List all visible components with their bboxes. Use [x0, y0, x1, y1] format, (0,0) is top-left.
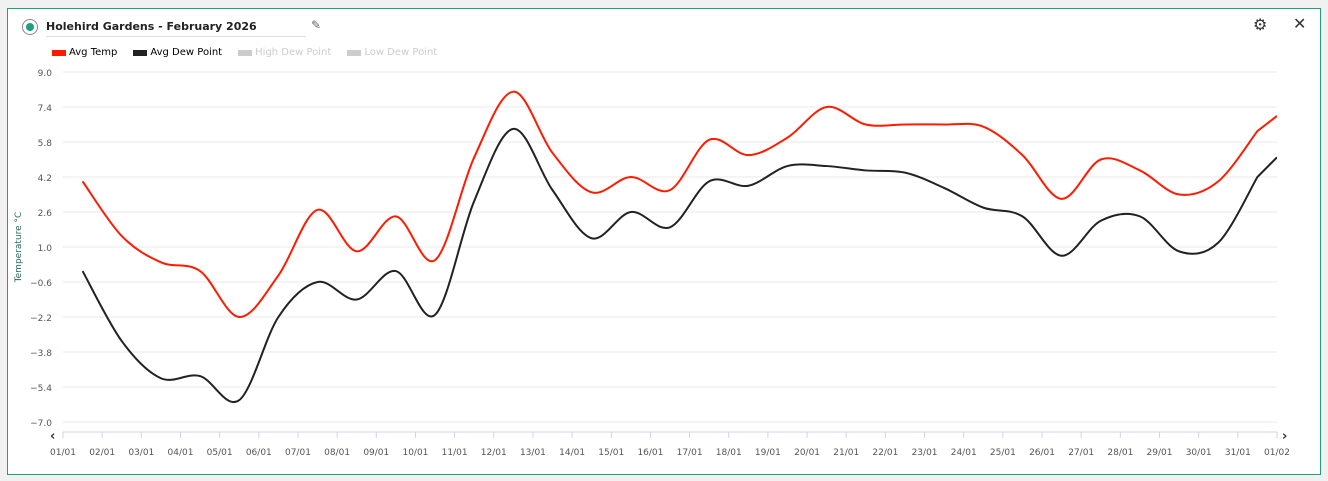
chart-title[interactable]: Holehird Gardens - February 2026 [46, 20, 306, 37]
x-tick-label: 28/01 [1107, 448, 1133, 458]
y-tick-label: −3.8 [30, 349, 52, 359]
legend-low-dew-point[interactable]: Low Dew Point [347, 47, 437, 58]
series-line-avg-temp [81, 90, 1277, 319]
x-tick-label: 26/01 [1029, 448, 1055, 458]
gear-icon[interactable]: ⚙ [1253, 15, 1268, 34]
scroll-right-icon[interactable]: › [1282, 429, 1287, 444]
series-line-avg-dew-point [81, 127, 1277, 404]
y-axis-label: Temperature °C [14, 212, 24, 284]
x-tick-label: 16/01 [637, 448, 663, 458]
station-radio[interactable] [22, 19, 38, 35]
x-tick-label: 08/01 [324, 448, 350, 458]
x-tick-label: 01/02 [1264, 448, 1290, 458]
y-tick-label: 7.4 [38, 104, 53, 114]
y-tick-label: 4.2 [38, 174, 52, 184]
x-tick-label: 06/01 [246, 448, 272, 458]
legend: Avg Temp Avg Dew Point High Dew Point Lo… [52, 47, 437, 58]
x-tick-label: 17/01 [677, 448, 703, 458]
x-tick-label: 09/01 [363, 448, 389, 458]
x-tick-label: 05/01 [207, 448, 233, 458]
legend-high-dew-point[interactable]: High Dew Point [238, 47, 331, 58]
x-tick-label: 20/01 [794, 448, 820, 458]
y-tick-label: −5.4 [30, 384, 52, 394]
x-tick-label: 21/01 [833, 448, 859, 458]
y-tick-label: 5.8 [38, 139, 53, 149]
x-tick-label: 27/01 [1068, 448, 1094, 458]
legend-avg-temp[interactable]: Avg Temp [52, 47, 117, 58]
x-tick-label: 23/01 [912, 448, 938, 458]
y-tick-label: −0.6 [30, 279, 52, 289]
x-tick-label: 12/01 [481, 448, 507, 458]
x-tick-label: 02/01 [89, 448, 115, 458]
x-tick-label: 04/01 [168, 448, 194, 458]
x-tick-label: 30/01 [1186, 448, 1212, 458]
x-tick-label: 24/01 [951, 448, 977, 458]
x-tick-label: 11/01 [442, 448, 468, 458]
x-tick-label: 25/01 [990, 448, 1016, 458]
legend-avg-dew-point[interactable]: Avg Dew Point [133, 47, 222, 58]
x-tick-label: 07/01 [285, 448, 311, 458]
x-tick-label: 14/01 [559, 448, 585, 458]
x-tick-label: 19/01 [755, 448, 781, 458]
x-tick-label: 29/01 [1147, 448, 1173, 458]
pencil-icon[interactable]: ✎ [311, 18, 322, 32]
y-tick-label: 1.0 [38, 244, 53, 254]
x-tick-label: 03/01 [128, 448, 154, 458]
y-tick-label: −2.2 [30, 314, 52, 324]
x-tick-label: 13/01 [520, 448, 546, 458]
y-tick-label: 2.6 [38, 209, 53, 219]
scroll-left-icon[interactable]: ‹ [50, 429, 55, 444]
x-tick-label: 22/01 [872, 448, 898, 458]
x-tick-label: 18/01 [716, 448, 742, 458]
close-icon[interactable]: ✕ [1293, 14, 1307, 33]
x-tick-label: 10/01 [402, 448, 428, 458]
x-tick-label: 31/01 [1225, 448, 1251, 458]
x-tick-label: 15/01 [598, 448, 624, 458]
y-tick-label: −7.0 [30, 419, 52, 429]
chart-panel: Holehird Gardens - February 2026 ✎ ⚙ ✕ A… [7, 8, 1321, 475]
x-tick-label: 01/01 [50, 448, 76, 458]
y-tick-label: 9.0 [38, 69, 53, 79]
